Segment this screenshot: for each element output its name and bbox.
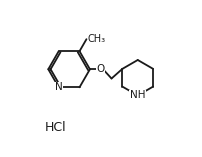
Text: NH: NH — [129, 90, 145, 100]
Text: O: O — [96, 64, 104, 74]
Text: CH₃: CH₃ — [87, 34, 105, 44]
Text: N: N — [55, 82, 62, 92]
Text: HCl: HCl — [44, 121, 66, 134]
